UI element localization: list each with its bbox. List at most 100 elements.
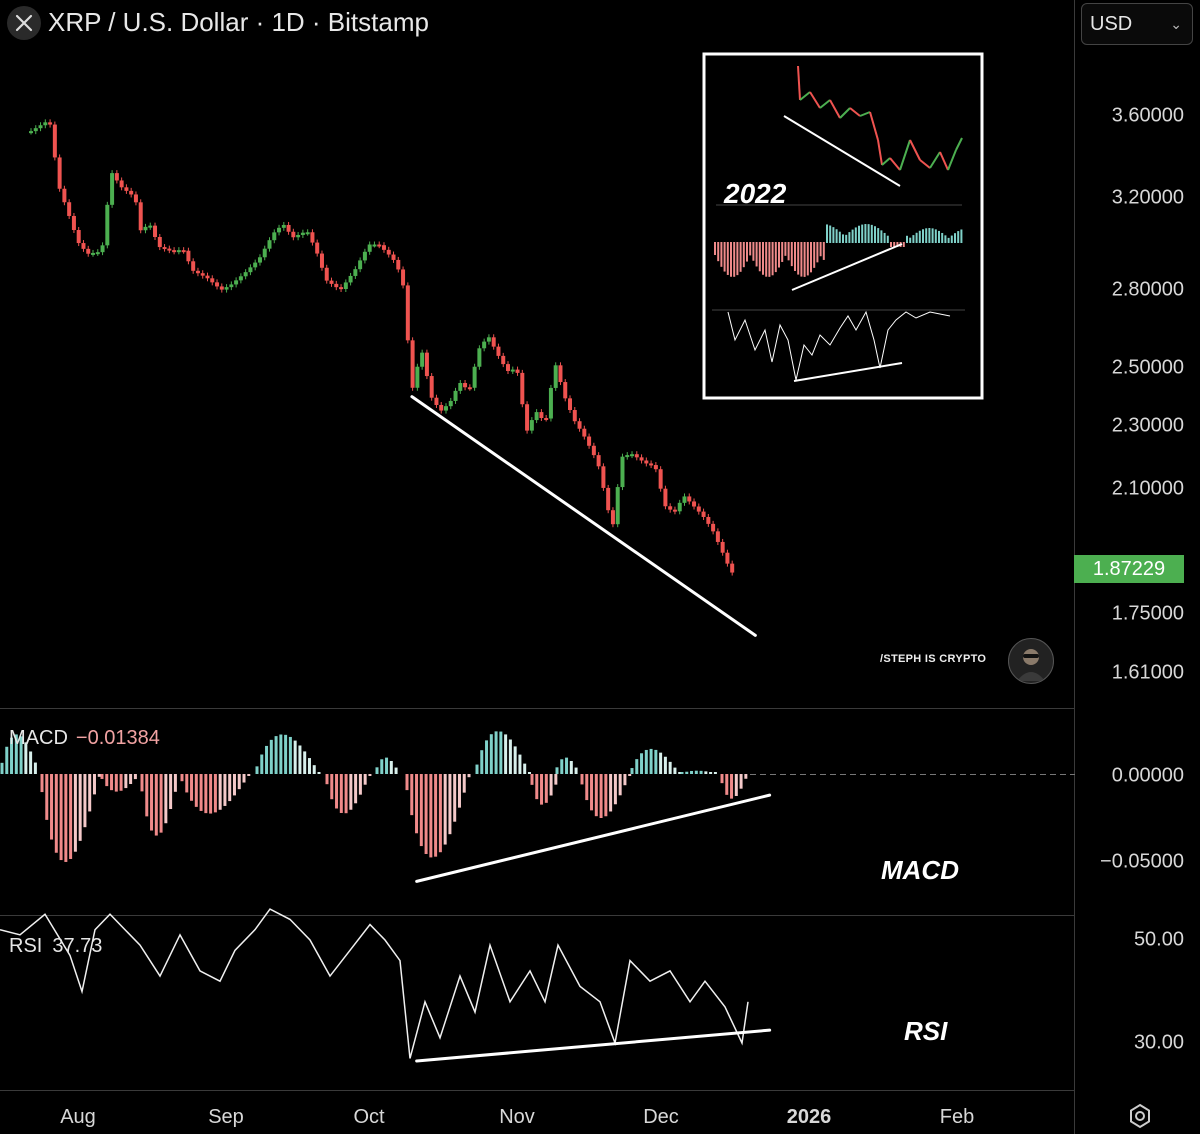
candle-body <box>210 278 215 283</box>
macd-histogram-bar <box>180 774 184 782</box>
candle-body <box>496 346 501 356</box>
inset-macd-bar <box>928 228 931 243</box>
macd-histogram-bar <box>173 774 177 792</box>
macd-histogram-bar <box>14 734 18 774</box>
candle-body <box>577 421 582 429</box>
candle-body <box>415 366 420 388</box>
macd-histogram-bar <box>368 774 372 776</box>
macd-histogram-bar <box>574 767 578 774</box>
candle-body <box>563 382 568 399</box>
inset-macd-bar <box>755 242 758 267</box>
candle-body <box>701 511 706 517</box>
candle-body <box>300 232 305 235</box>
candle-body <box>291 231 296 238</box>
macd-histogram-bar <box>237 774 241 790</box>
candle-body <box>348 275 353 283</box>
candle-body <box>696 506 701 512</box>
candle-body <box>238 276 243 281</box>
inset-macd-bar <box>931 228 934 243</box>
macd-legend-value: −0.01384 <box>75 727 160 749</box>
macd-histogram-bar <box>554 774 558 785</box>
candle-body <box>420 352 425 367</box>
candle-body <box>100 245 105 253</box>
candle-body <box>334 283 339 288</box>
macd-histogram-bar <box>535 774 539 800</box>
inset-macd-bar <box>819 242 822 257</box>
macd-histogram-bar <box>288 736 292 774</box>
macd-histogram-bar <box>358 774 362 795</box>
macd-histogram-bar <box>704 771 708 774</box>
inset-macd-bar <box>726 242 729 275</box>
macd-histogram-bar <box>325 774 329 785</box>
candle-body <box>153 225 158 237</box>
macd-histogram-bar <box>635 759 639 774</box>
inset-macd-bar <box>826 224 828 243</box>
inset-price-segment <box>889 157 901 171</box>
macd-histogram-bar <box>508 739 512 774</box>
candle-body <box>506 364 510 371</box>
macd-histogram-bar <box>549 774 553 796</box>
macd-histogram-bar <box>734 774 738 796</box>
candle-body <box>110 173 115 205</box>
macd-histogram-bar <box>59 774 63 861</box>
candle-body <box>319 253 324 268</box>
macd-legend[interactable]: MACD −0.01384 <box>9 727 160 750</box>
candle-body <box>257 257 262 263</box>
chevron-down-icon: ⌄ <box>1170 15 1182 32</box>
macd-histogram-bar <box>73 774 77 852</box>
macd-histogram-bar <box>344 774 348 814</box>
macd-histogram-bar <box>630 768 634 774</box>
rsi-legend-value: 37.73 <box>52 935 103 957</box>
macd-histogram-bar <box>223 774 227 806</box>
candle-body <box>91 252 96 255</box>
candle-body <box>329 280 334 284</box>
rsi-legend[interactable]: RSI 37.73 <box>9 935 102 958</box>
inset-macd-bar <box>806 242 809 276</box>
macd-histogram-bar <box>530 774 534 785</box>
inset-macd-bar <box>912 235 915 243</box>
candle-body <box>548 387 553 419</box>
macd-axis-label: 0.00000 <box>1111 764 1184 787</box>
macd-histogram-bar <box>590 774 594 811</box>
candle-body <box>234 280 239 285</box>
candle-body <box>157 236 162 248</box>
inset-macd-bar <box>774 242 777 273</box>
macd-histogram-bar <box>438 774 442 853</box>
macd-histogram-bar <box>644 749 648 774</box>
candle-body <box>386 249 391 255</box>
macd-histogram-bar <box>659 752 663 774</box>
candle-body <box>482 341 487 349</box>
currency-select[interactable]: USD ⌄ <box>1081 3 1193 45</box>
inset-macd-bar <box>714 242 716 255</box>
macd-histogram-bar <box>618 774 622 796</box>
time-axis-label: Nov <box>499 1106 535 1128</box>
candle-body <box>672 509 677 512</box>
macd-histogram-bar <box>335 774 339 809</box>
inset-macd-bar <box>890 242 892 247</box>
macd-histogram-bar <box>274 736 278 774</box>
settings-gear-icon[interactable] <box>1126 1102 1154 1130</box>
inset-macd-bar <box>954 233 956 243</box>
time-axis-label: 2026 <box>786 1106 832 1128</box>
close-symbol-button[interactable] <box>7 6 41 40</box>
inset-macd-bar <box>803 242 806 277</box>
inset-macd-bar <box>922 229 924 243</box>
inset-macd-bar <box>790 242 793 267</box>
candle-body <box>86 248 91 254</box>
inset-macd-bar <box>864 224 867 243</box>
inset-macd-bar <box>778 242 780 268</box>
macd-axis-label: −0.05000 <box>1100 850 1184 873</box>
macd-histogram-bar <box>145 774 149 817</box>
inset-price-segment <box>947 149 957 171</box>
inset-macd-bar <box>861 224 864 243</box>
rsi-legend-name: RSI <box>9 935 43 957</box>
macd-histogram-bar <box>434 774 438 857</box>
trendlines-layer <box>410 395 772 1063</box>
candle-body <box>429 376 434 398</box>
inset-price-segment <box>939 151 949 171</box>
macd-histogram-bar <box>673 767 677 774</box>
inset-price-segment <box>829 99 841 119</box>
macd-histogram-bar <box>190 774 194 801</box>
candle-body <box>57 157 62 189</box>
